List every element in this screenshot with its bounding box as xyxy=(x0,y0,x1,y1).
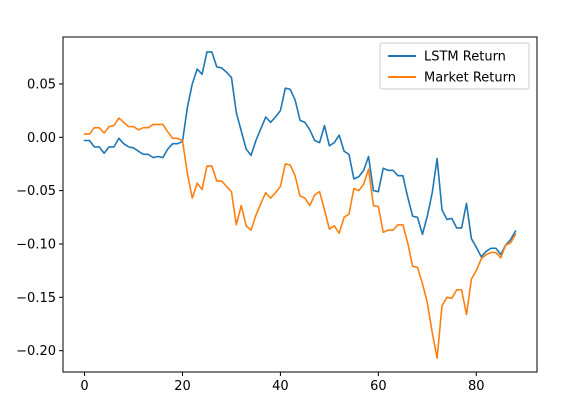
y-tick-label: 0.00 xyxy=(27,131,56,146)
legend: LSTM Return Market Return xyxy=(380,43,529,89)
x-tick-label: 20 xyxy=(174,379,191,394)
legend-label-market-return: Market Return xyxy=(424,71,516,86)
y-tick-label: −0.05 xyxy=(16,184,56,199)
legend-label-lstm-return: LSTM Return xyxy=(424,50,506,65)
x-tick-label: 0 xyxy=(80,379,88,394)
y-tick-label: −0.20 xyxy=(16,344,56,359)
x-tick-label: 80 xyxy=(468,379,485,394)
x-tick-label: 60 xyxy=(370,379,387,394)
y-tick-label: −0.10 xyxy=(16,237,56,252)
y-tick-label: −0.15 xyxy=(16,291,56,306)
x-tick-label: 40 xyxy=(272,379,289,394)
y-tick-label: 0.05 xyxy=(27,77,56,92)
